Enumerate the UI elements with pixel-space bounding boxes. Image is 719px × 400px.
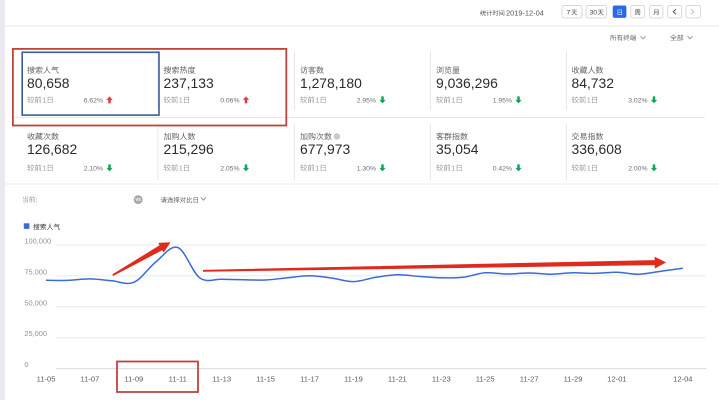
svg-text:1: 1 — [42, 164, 46, 173]
svg-text:11-23: 11-23 — [432, 374, 451, 383]
svg-text:11-27: 11-27 — [520, 374, 539, 383]
svg-text:1: 1 — [179, 96, 183, 105]
svg-text:1: 1 — [587, 164, 591, 173]
svg-text:11-25: 11-25 — [476, 374, 495, 383]
svg-text:11-17: 11-17 — [300, 374, 319, 383]
svg-text:6.62%: 6.62% — [84, 98, 103, 105]
svg-text:1: 1 — [42, 96, 46, 105]
svg-text:1: 1 — [315, 164, 319, 173]
svg-text:12-01: 12-01 — [607, 374, 626, 383]
svg-text:VS: VS — [135, 197, 141, 202]
svg-text:0.42%: 0.42% — [493, 166, 512, 173]
svg-text:336,608: 336,608 — [572, 141, 622, 157]
svg-text:1: 1 — [315, 96, 319, 105]
svg-text:11-13: 11-13 — [212, 374, 231, 383]
svg-text:2.05%: 2.05% — [220, 166, 239, 173]
svg-text:1.95%: 1.95% — [493, 98, 512, 105]
svg-text:12-04: 12-04 — [673, 374, 692, 383]
svg-text:11-21: 11-21 — [388, 374, 407, 383]
svg-text:11-05: 11-05 — [37, 374, 56, 383]
svg-text:1: 1 — [451, 96, 455, 105]
svg-text:1,278,180: 1,278,180 — [300, 75, 362, 91]
svg-text:9,036,296: 9,036,296 — [436, 75, 498, 91]
svg-text:80,658: 80,658 — [27, 75, 70, 91]
svg-text:2.95%: 2.95% — [357, 98, 376, 105]
svg-text:7: 7 — [567, 10, 571, 17]
svg-text:35,054: 35,054 — [436, 141, 479, 157]
svg-text:2019-12-04: 2019-12-04 — [506, 9, 544, 18]
svg-text:1: 1 — [451, 164, 455, 173]
svg-text:126,682: 126,682 — [27, 141, 77, 157]
svg-text:50,000: 50,000 — [24, 298, 47, 307]
svg-text:2.10%: 2.10% — [84, 166, 103, 173]
svg-text:677,973: 677,973 — [300, 141, 350, 157]
svg-text:30: 30 — [590, 10, 598, 17]
svg-text:3.02%: 3.02% — [628, 98, 647, 105]
svg-text:11-11: 11-11 — [169, 374, 187, 383]
svg-text:1: 1 — [179, 164, 183, 173]
svg-text:11-19: 11-19 — [344, 374, 363, 383]
svg-text:1.30%: 1.30% — [357, 166, 376, 173]
svg-text:11-29: 11-29 — [564, 374, 583, 383]
svg-text:75,000: 75,000 — [24, 267, 47, 276]
svg-text:2.00%: 2.00% — [628, 166, 647, 173]
svg-text:11-07: 11-07 — [80, 374, 99, 383]
svg-text:11-15: 11-15 — [256, 374, 275, 383]
svg-text:11-09: 11-09 — [124, 374, 143, 383]
svg-text:25,000: 25,000 — [24, 329, 47, 338]
svg-text:0: 0 — [24, 360, 28, 369]
svg-text:100,000: 100,000 — [24, 236, 51, 245]
svg-text:1: 1 — [587, 96, 591, 105]
svg-text:215,296: 215,296 — [164, 141, 214, 157]
svg-text:237,133: 237,133 — [164, 75, 214, 91]
svg-text:84,732: 84,732 — [572, 75, 615, 91]
svg-text:0.06%: 0.06% — [220, 98, 239, 105]
